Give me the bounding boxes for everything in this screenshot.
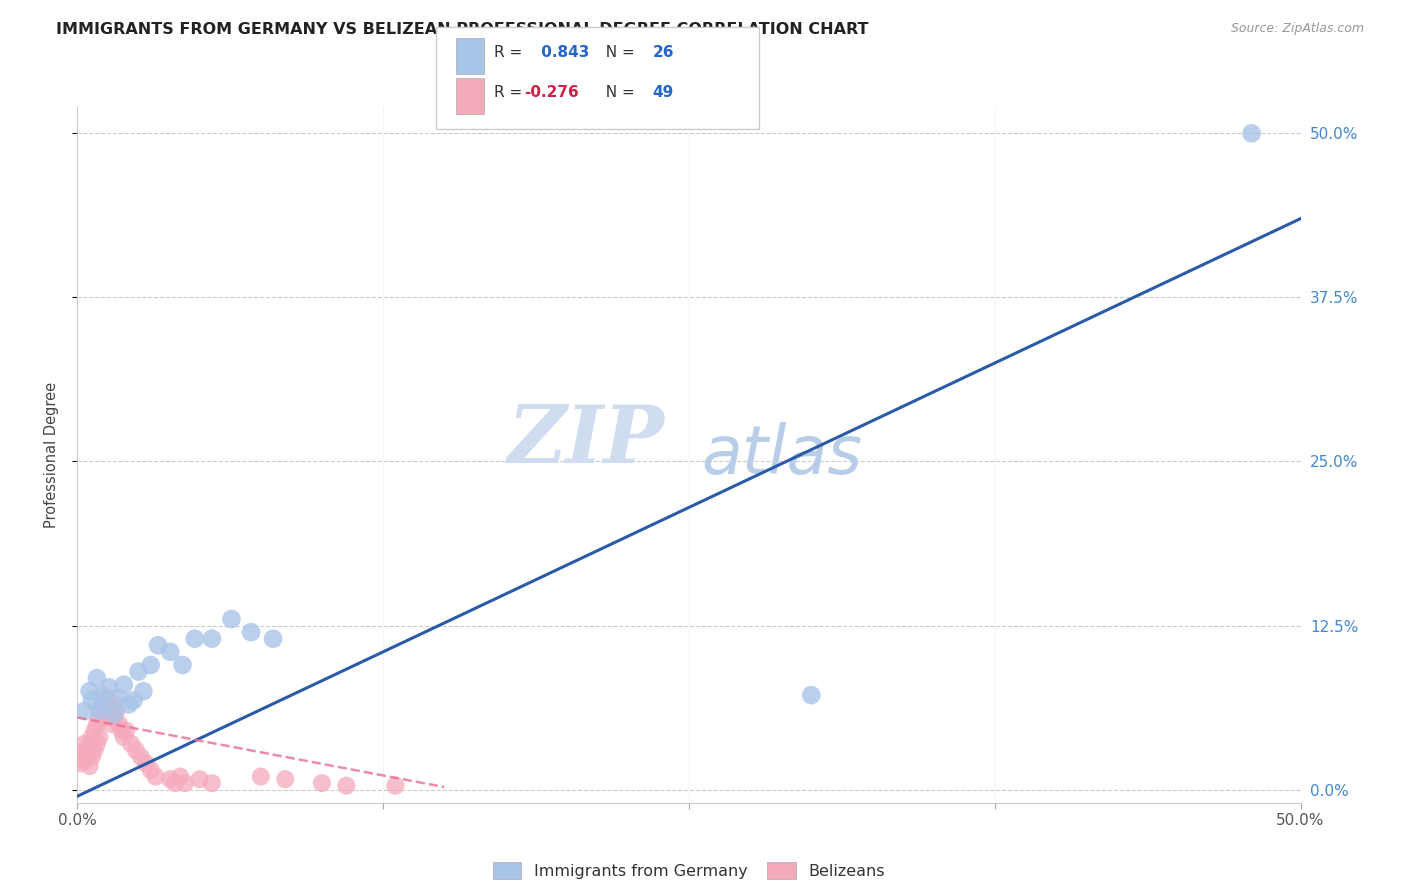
Point [184,632,207,646]
Point [80,749,103,764]
Point [79,737,101,751]
Point [165,776,187,790]
Point [105,704,128,718]
Text: -0.276: -0.276 [524,86,579,100]
Text: N =: N = [596,45,640,60]
Point [90,688,112,702]
Point [125,743,148,757]
Point [335,779,357,793]
Point [120,737,142,751]
Point [89,730,111,744]
Point [73,737,96,751]
Point [98,680,121,694]
Point [89,710,111,724]
Point [98,698,121,712]
Point [159,772,181,787]
Point [90,698,112,712]
Point [93,693,115,707]
Point [86,671,108,685]
Point [145,770,167,784]
Text: R =: R = [494,45,527,60]
Point [128,665,150,679]
Point [86,717,108,731]
Point [1240,126,1263,140]
Text: atlas: atlas [702,422,862,488]
Text: R =: R = [494,86,527,100]
Text: N =: N = [596,86,640,100]
Point [250,770,273,784]
Point [118,698,141,712]
Point [79,684,101,698]
Point [93,698,115,712]
Point [146,638,169,652]
Point [108,690,131,705]
Point [201,632,224,646]
Text: IMMIGRANTS FROM GERMANY VS BELIZEAN PROFESSIONAL DEGREE CORRELATION CHART: IMMIGRANTS FROM GERMANY VS BELIZEAN PROF… [56,22,869,37]
Point [80,693,103,707]
Text: 0.843: 0.843 [536,45,589,60]
Point [90,704,112,718]
Point [311,776,333,790]
Point [103,710,125,724]
Point [110,723,132,738]
Point [76,749,98,764]
Point [108,717,131,731]
Point [93,710,115,724]
Point [98,710,121,724]
Point [103,698,125,712]
Point [73,704,96,718]
Point [80,730,103,744]
Point [172,657,194,672]
Point [201,776,224,790]
Text: Source: ZipAtlas.com: Source: ZipAtlas.com [1230,22,1364,36]
Point [169,770,191,784]
Point [274,772,297,787]
Point [135,756,157,771]
Point [262,632,284,646]
Point [139,657,162,672]
Point [132,684,155,698]
Point [384,779,406,793]
Point [139,763,162,777]
Text: 26: 26 [652,45,673,60]
Point [103,706,125,721]
Point [79,759,101,773]
Legend: Immigrants from Germany, Belizeans: Immigrants from Germany, Belizeans [486,856,891,885]
Point [221,612,243,626]
Point [100,717,122,731]
Point [159,645,181,659]
Point [112,678,135,692]
Point [96,690,118,705]
Point [800,688,823,702]
Point [73,754,96,768]
Point [86,737,108,751]
Point [112,730,135,744]
Point [89,704,111,718]
Text: ZIP: ZIP [508,402,665,480]
Point [69,756,91,771]
Point [83,723,105,738]
Point [174,776,197,790]
Y-axis label: Professional Degree: Professional Degree [44,382,59,528]
Point [96,704,118,718]
Point [129,749,152,764]
Point [76,743,98,757]
Text: 49: 49 [652,86,673,100]
Point [240,625,263,640]
Point [122,693,145,707]
Point [115,723,138,738]
Point [83,743,105,757]
Point [188,772,211,787]
Point [70,746,93,760]
